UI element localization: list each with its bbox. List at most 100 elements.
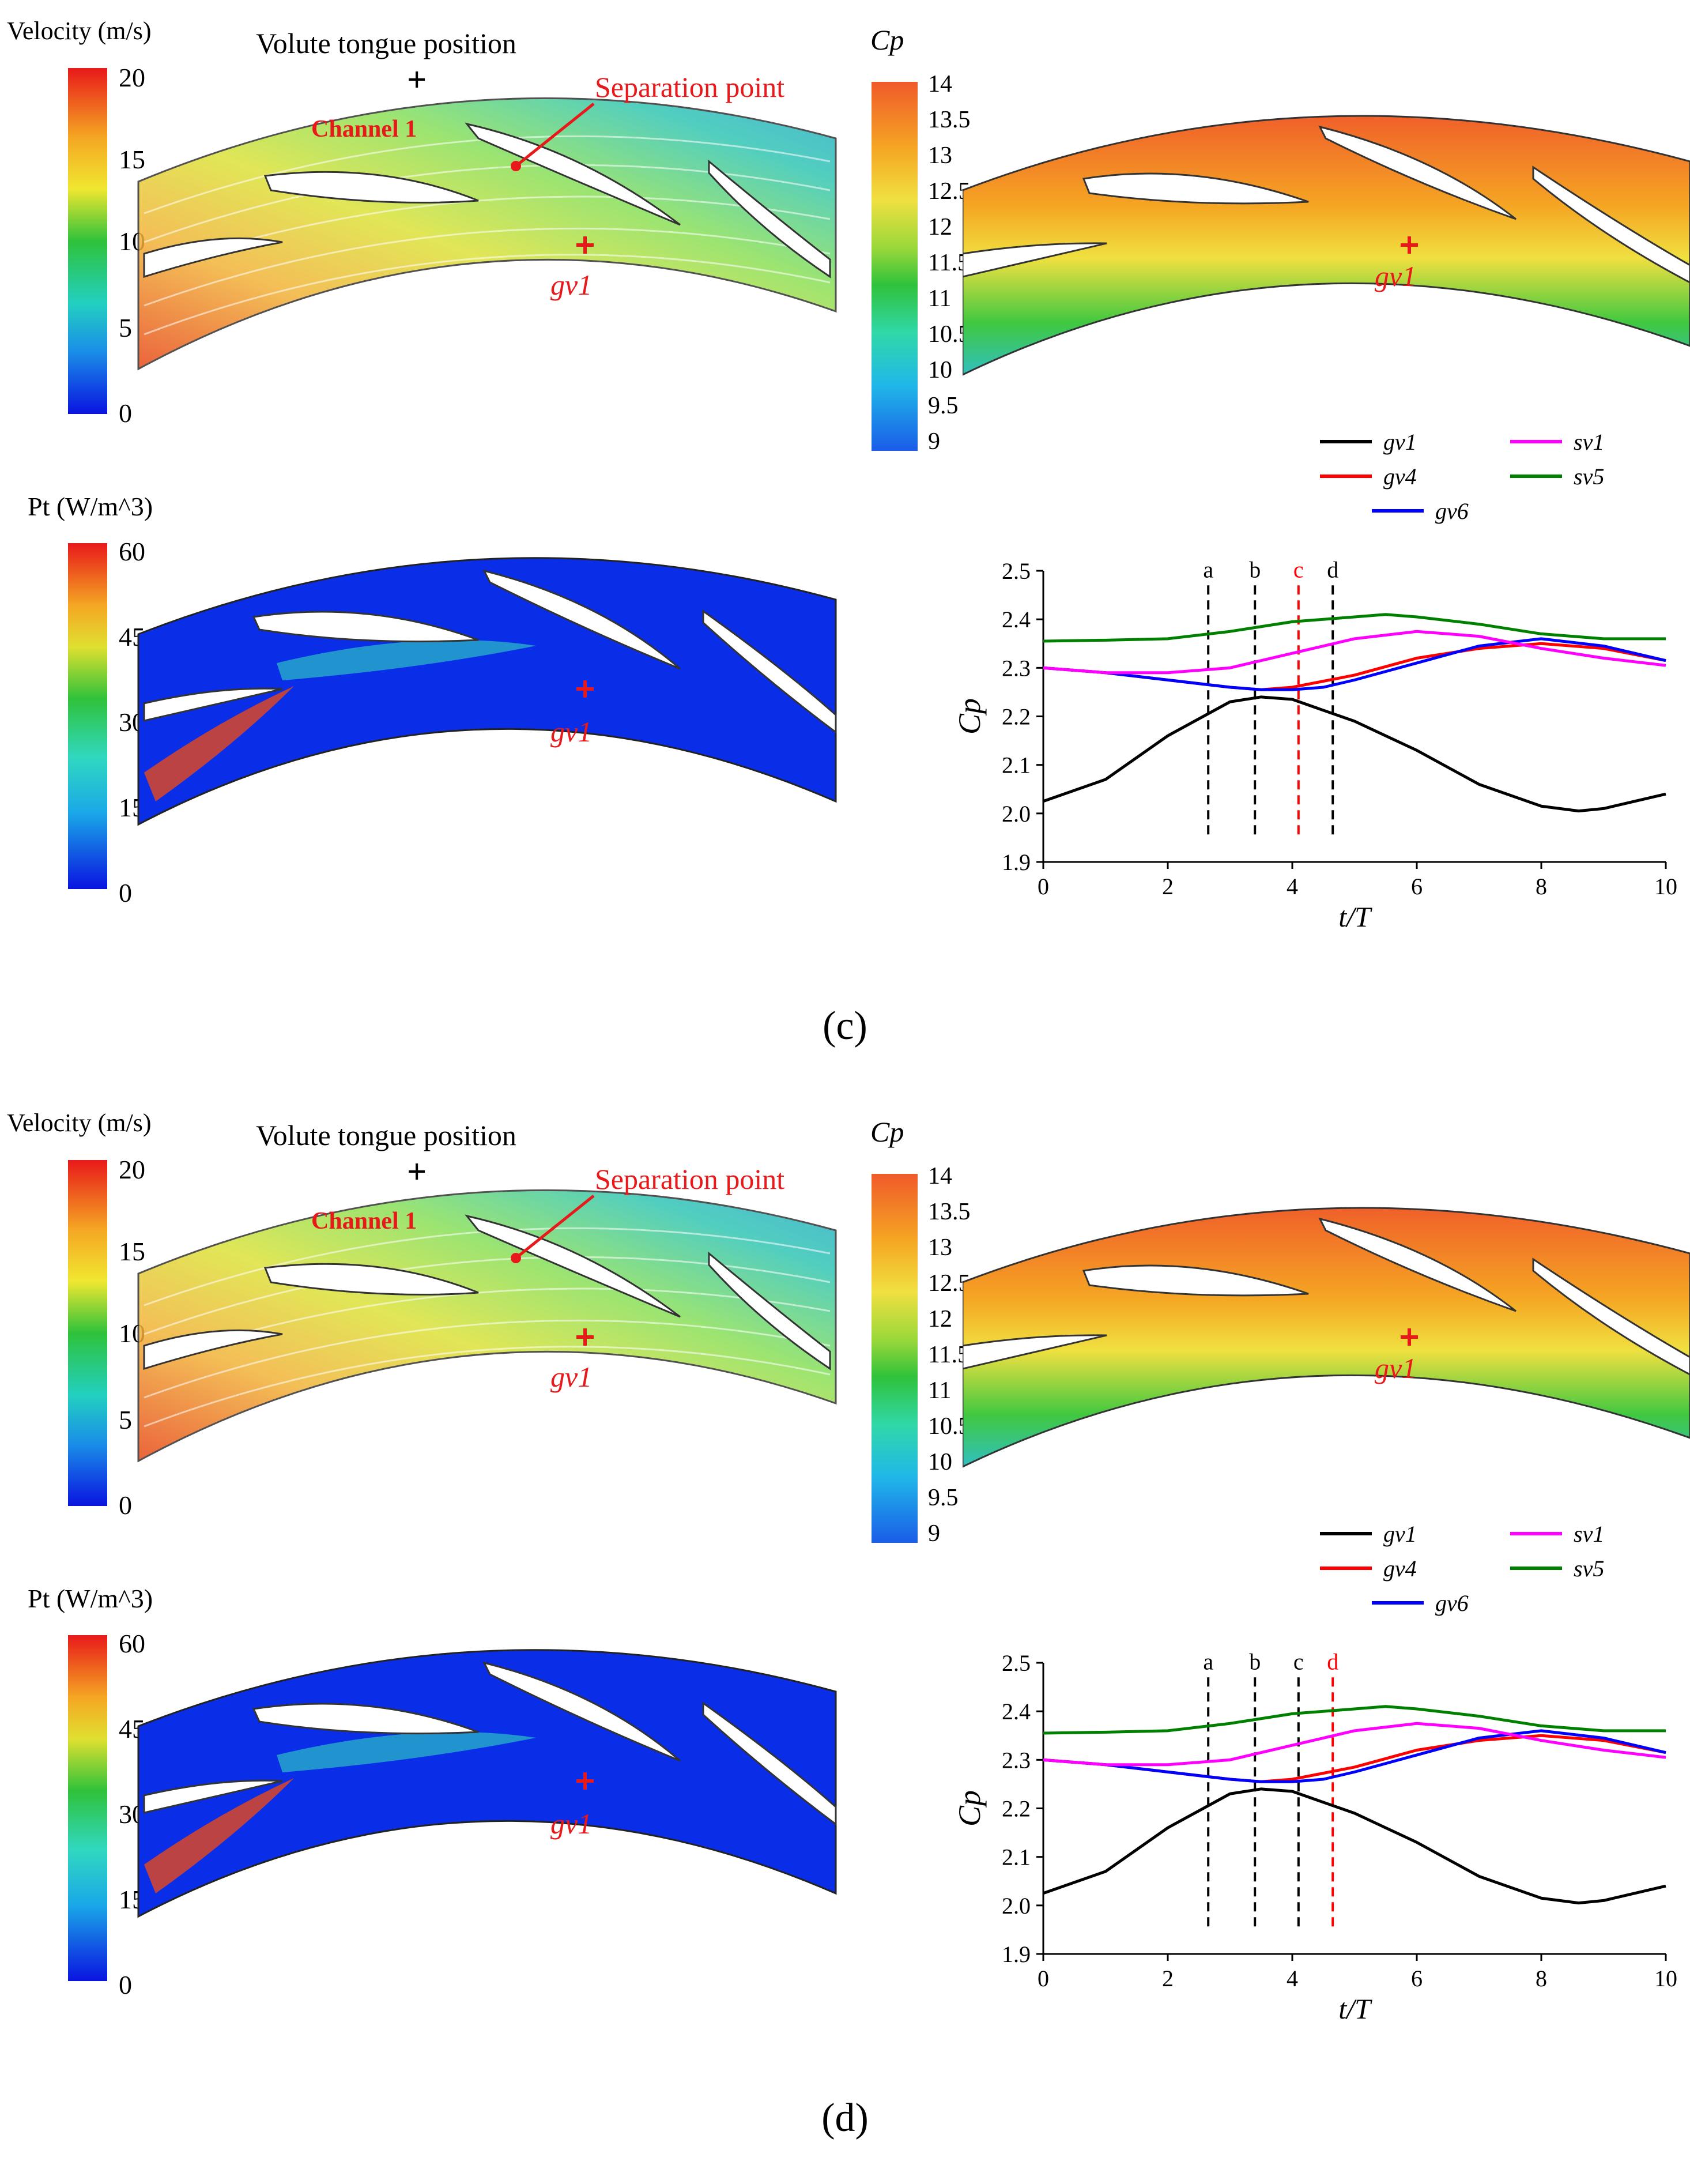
gv1-label: gv1 bbox=[1375, 260, 1417, 292]
legend-label: gv6 bbox=[1435, 1590, 1469, 1616]
pt-legend-title: Pt (W/m^3) bbox=[28, 492, 153, 521]
gv1-marker bbox=[576, 1772, 594, 1790]
y-tick-label: 1.9 bbox=[1002, 1941, 1031, 1967]
velocity-legend-title: Velocity (m/s) bbox=[7, 17, 152, 45]
cp-tick: 14 bbox=[928, 71, 952, 97]
legend-label: gv4 bbox=[1383, 464, 1417, 489]
gv1-label: gv1 bbox=[550, 1361, 593, 1393]
gv1-marker bbox=[576, 236, 594, 254]
legend-label: gv6 bbox=[1435, 498, 1469, 524]
series-sv1 bbox=[1043, 1722, 1666, 1767]
pt-tick: 0 bbox=[119, 878, 132, 908]
velocity-contour bbox=[137, 97, 837, 371]
x-tick-label: 4 bbox=[1287, 873, 1298, 899]
gv1-marker bbox=[576, 680, 594, 698]
channel-label: Channel 1 bbox=[311, 116, 417, 142]
velocity-tick: 5 bbox=[119, 313, 132, 342]
gv1-marker bbox=[1401, 1328, 1418, 1346]
figure-panel: Velocity (m/s) 20 15 10 5 0 Volute tongu… bbox=[7, 17, 1690, 1048]
velocity-tick: 0 bbox=[119, 398, 132, 428]
series-gv1 bbox=[1043, 695, 1666, 813]
time-marker-label: c bbox=[1293, 1648, 1304, 1674]
series-sv5 bbox=[1043, 613, 1666, 643]
legend-label: sv5 bbox=[1574, 464, 1604, 489]
time-marker-label: b bbox=[1249, 556, 1261, 582]
panel-caption: (d) bbox=[821, 2096, 869, 2140]
cp-tick: 13 bbox=[928, 1234, 952, 1261]
velocity-tick: 20 bbox=[119, 63, 145, 92]
gv1-label: gv1 bbox=[550, 269, 593, 301]
time-marker-label: b bbox=[1249, 1648, 1261, 1674]
legend-label: gv1 bbox=[1383, 1521, 1417, 1547]
x-tick-label: 8 bbox=[1536, 873, 1547, 899]
legend-label: gv1 bbox=[1383, 429, 1417, 455]
y-tick-label: 2.1 bbox=[1002, 1844, 1031, 1870]
cp-tick: 10 bbox=[928, 1449, 952, 1475]
time-marker-label: a bbox=[1203, 556, 1213, 582]
legend-label: sv1 bbox=[1574, 429, 1604, 455]
cp-line-chart: 1.9 2.0 2.1 2.2 2.3 2.4 2.5 0 2 4 6 8 10 t/T Cp a b c d gv1… bbox=[952, 1521, 1677, 2020]
time-marker-label: d bbox=[1327, 556, 1338, 582]
series-gv6 bbox=[1043, 1729, 1666, 1783]
cp-line-chart: 1.9 2.0 2.1 2.2 2.3 2.4 2.5 0 2 4 6 8 10 t/T Cp a b c d gv1… bbox=[952, 429, 1677, 928]
series-sv5 bbox=[1043, 1705, 1666, 1735]
panel-caption: (c) bbox=[823, 1004, 867, 1048]
pt-tick: 0 bbox=[119, 1970, 132, 2000]
velocity-tick: 0 bbox=[119, 1490, 132, 1520]
y-tick-label: 2.3 bbox=[1002, 655, 1031, 681]
cp-colorbar bbox=[872, 1174, 918, 1543]
cp-colorbar bbox=[872, 82, 918, 451]
x-tick-label: 2 bbox=[1162, 873, 1174, 899]
legend-label: gv4 bbox=[1383, 1556, 1417, 1581]
series-gv6 bbox=[1043, 637, 1666, 691]
cp-tick: 11 bbox=[928, 285, 952, 312]
cp-contour bbox=[963, 115, 1690, 376]
series-gv4 bbox=[1043, 1734, 1666, 1783]
pt-contour bbox=[137, 557, 837, 826]
y-tick-label: 2.5 bbox=[1002, 558, 1031, 584]
velocity-tick: 20 bbox=[119, 1155, 145, 1184]
y-tick-label: 2.1 bbox=[1002, 752, 1031, 778]
velocity-contour bbox=[137, 1189, 837, 1463]
pt-tick: 60 bbox=[119, 1629, 145, 1658]
x-tick-label: 10 bbox=[1654, 1965, 1677, 1991]
y-axis-label: Cp bbox=[952, 1790, 987, 1827]
time-marker-label: d bbox=[1327, 1648, 1338, 1674]
time-marker-label: c bbox=[1293, 556, 1304, 582]
legend-label: sv1 bbox=[1574, 1521, 1604, 1547]
x-tick-label: 6 bbox=[1411, 873, 1423, 899]
gv1-label: gv1 bbox=[550, 1808, 593, 1840]
gv1-label: gv1 bbox=[550, 716, 593, 748]
y-tick-label: 2.3 bbox=[1002, 1747, 1031, 1773]
cp-legend-title: Cp bbox=[870, 24, 904, 56]
volute-tongue-marker: + bbox=[407, 61, 427, 99]
x-axis-label: t/T bbox=[1338, 901, 1372, 928]
legend-label: sv5 bbox=[1574, 1556, 1604, 1581]
figure-panel: Velocity (m/s) 20 15 10 5 0 Volute tongu… bbox=[0, 1092, 1690, 2184]
cp-contour bbox=[963, 1207, 1690, 1468]
y-tick-label: 1.9 bbox=[1002, 849, 1031, 875]
cp-tick: 13.5 bbox=[928, 1199, 971, 1225]
gv1-label: gv1 bbox=[1375, 1352, 1417, 1384]
series-sv1 bbox=[1043, 630, 1666, 675]
volute-tongue-marker: + bbox=[407, 1153, 427, 1191]
x-tick-label: 4 bbox=[1287, 1965, 1298, 1991]
volute-tongue-label: Volute tongue position bbox=[256, 27, 516, 59]
cp-tick: 9.5 bbox=[928, 393, 959, 419]
pt-legend-title: Pt (W/m^3) bbox=[28, 1584, 153, 1613]
x-axis-label: t/T bbox=[1338, 1993, 1372, 2020]
velocity-tick: 15 bbox=[119, 1237, 145, 1266]
cp-tick: 12 bbox=[928, 1306, 952, 1332]
cp-legend-title: Cp bbox=[870, 1116, 904, 1148]
cp-tick: 12 bbox=[928, 214, 952, 240]
y-tick-label: 2.2 bbox=[1002, 1796, 1031, 1822]
separation-point-label: Separation point bbox=[595, 71, 785, 103]
x-tick-label: 0 bbox=[1038, 873, 1049, 899]
volute-tongue-label: Volute tongue position bbox=[256, 1119, 516, 1151]
velocity-tick: 15 bbox=[119, 145, 145, 174]
cp-tick: 11 bbox=[928, 1377, 952, 1404]
pt-colorbar bbox=[68, 543, 107, 889]
pt-colorbar bbox=[68, 1635, 107, 1981]
cp-tick: 9 bbox=[928, 428, 940, 455]
y-tick-label: 2.0 bbox=[1002, 801, 1031, 827]
